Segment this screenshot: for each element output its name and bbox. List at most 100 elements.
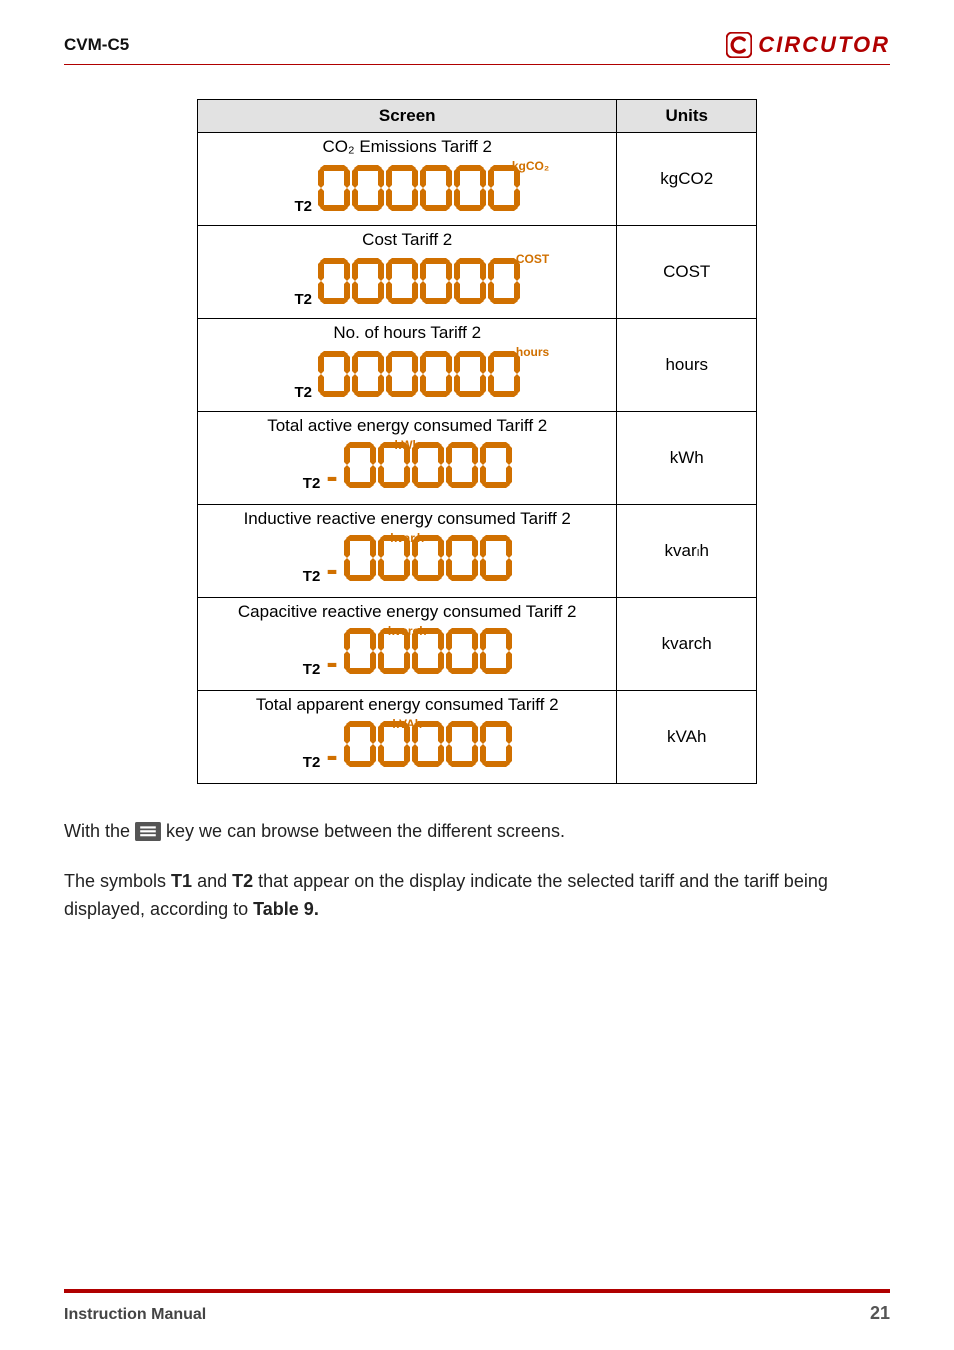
- digit-zero: [386, 165, 418, 211]
- digit-zero: [488, 258, 520, 304]
- paragraph-2: The symbols T1 and T2 that appear on the…: [64, 868, 890, 924]
- screen-cell: Total apparent energy consumed Tariff 2k…: [198, 691, 617, 784]
- digit-zero: [480, 628, 512, 674]
- digit-zero: [378, 535, 410, 581]
- screen-title: No. of hours Tariff 2: [204, 323, 610, 343]
- col-header-screen: Screen: [198, 100, 617, 133]
- page-header: CVM-C5 CIRCUTOR: [64, 32, 890, 65]
- digit-zero: [454, 165, 486, 211]
- brand-text: CIRCUTOR: [758, 32, 890, 58]
- screen-title: Cost Tariff 2: [204, 230, 610, 250]
- digit-zero: [480, 721, 512, 767]
- table-row: Inductive reactive energy consumed Tarif…: [198, 505, 757, 598]
- table-row: Total apparent energy consumed Tariff 2 k…: [198, 691, 757, 784]
- lcd-digits: [318, 165, 520, 211]
- digit-zero: [488, 165, 520, 211]
- digit-zero: [412, 535, 444, 581]
- tariff-indicator: T2: [303, 754, 321, 775]
- lcd-display: COSTT2: [257, 252, 557, 312]
- table-row: CO₂ Emissions Tariff 2kgCO₂T2: [198, 133, 757, 226]
- lcd-display: kgCO₂T2: [257, 159, 557, 219]
- lcd-main: T2-: [257, 442, 557, 498]
- lcd-main: T2-: [257, 721, 557, 777]
- tariff-indicator: T2: [294, 384, 312, 405]
- digit-zero: [420, 351, 452, 397]
- menu-key-icon: [135, 822, 161, 842]
- digit-zero: [318, 351, 350, 397]
- tariff-indicator: T2: [303, 661, 321, 682]
- lcd-display: kWhT2-: [257, 438, 557, 498]
- digit-zero: [454, 351, 486, 397]
- digit-zero: [352, 351, 384, 397]
- tariff-indicator: T2: [303, 568, 321, 589]
- lcd-display: kvarₗhT2-: [257, 531, 557, 591]
- lcd-digits: [344, 721, 512, 767]
- units-cell: COST: [617, 226, 757, 319]
- lcd-digits: [318, 351, 520, 397]
- units-cell: kvarᴄh: [617, 598, 757, 691]
- col-header-units: Units: [617, 100, 757, 133]
- digit-zero: [386, 351, 418, 397]
- lcd-digits: [344, 442, 512, 488]
- tariff-indicator: T2: [294, 198, 312, 219]
- page-footer: Instruction Manual 21: [0, 1289, 954, 1324]
- digit-zero: [344, 628, 376, 674]
- screen-cell: No. of hours Tariff 2hoursT2: [198, 319, 617, 412]
- lcd-main: T2: [257, 351, 557, 405]
- units-cell: hours: [617, 319, 757, 412]
- units-cell: kWh: [617, 412, 757, 505]
- tariff-indicator: T2: [303, 475, 321, 496]
- lcd-digits: [344, 628, 512, 674]
- digit-zero: [344, 721, 376, 767]
- minus-sign: -: [326, 553, 337, 591]
- lcd-display: hoursT2: [257, 345, 557, 405]
- digit-zero: [378, 442, 410, 488]
- minus-sign: -: [326, 646, 337, 684]
- brand-logo: CIRCUTOR: [726, 32, 890, 58]
- units-cell: kvarₗh: [617, 505, 757, 598]
- screen-cell: Cost Tariff 2COSTT2: [198, 226, 617, 319]
- digit-zero: [480, 535, 512, 581]
- digit-zero: [446, 535, 478, 581]
- digit-zero: [412, 442, 444, 488]
- screen-cell: Inductive reactive energy consumed Tarif…: [198, 505, 617, 598]
- digit-zero: [378, 628, 410, 674]
- digit-zero: [378, 721, 410, 767]
- units-cell: kgCO2: [617, 133, 757, 226]
- digit-zero: [420, 165, 452, 211]
- screen-title: Capacitive reactive energy consumed Tari…: [204, 602, 610, 622]
- model-label: CVM-C5: [64, 35, 129, 55]
- table-row: Total active energy consumed Tariff 2kWh…: [198, 412, 757, 505]
- digit-zero: [446, 628, 478, 674]
- lcd-main: T2: [257, 258, 557, 312]
- lcd-main: T2-: [257, 628, 557, 684]
- table-row: No. of hours Tariff 2hoursT2: [198, 319, 757, 412]
- body-text: With the key we can browse between the d…: [64, 818, 890, 924]
- paragraph-1: With the key we can browse between the d…: [64, 818, 890, 846]
- digit-zero: [412, 628, 444, 674]
- screen-title: Total apparent energy consumed Tariff 2: [204, 695, 610, 715]
- lcd-main: T2: [257, 165, 557, 219]
- digit-zero: [318, 258, 350, 304]
- units-cell: kVAh: [617, 691, 757, 784]
- minus-sign: -: [326, 460, 337, 498]
- page-number: 21: [870, 1303, 890, 1324]
- digit-zero: [318, 165, 350, 211]
- tariff-indicator: T2: [294, 291, 312, 312]
- circutor-icon: [726, 32, 752, 58]
- digit-zero: [446, 721, 478, 767]
- table-row: Capacitive reactive energy consumed Tari…: [198, 598, 757, 691]
- digit-zero: [446, 442, 478, 488]
- digit-zero: [344, 535, 376, 581]
- lcd-main: T2-: [257, 535, 557, 591]
- screen-title: CO₂ Emissions Tariff 2: [204, 137, 610, 157]
- lcd-digits: [344, 535, 512, 581]
- minus-sign: -: [326, 739, 337, 777]
- screen-cell: CO₂ Emissions Tariff 2kgCO₂T2: [198, 133, 617, 226]
- footer-title: Instruction Manual: [64, 1306, 206, 1324]
- digit-zero: [420, 258, 452, 304]
- screens-table: Screen Units CO₂ Emissions Tariff 2kgCO₂…: [197, 99, 757, 784]
- digit-zero: [412, 721, 444, 767]
- digit-zero: [344, 442, 376, 488]
- lcd-digits: [318, 258, 520, 304]
